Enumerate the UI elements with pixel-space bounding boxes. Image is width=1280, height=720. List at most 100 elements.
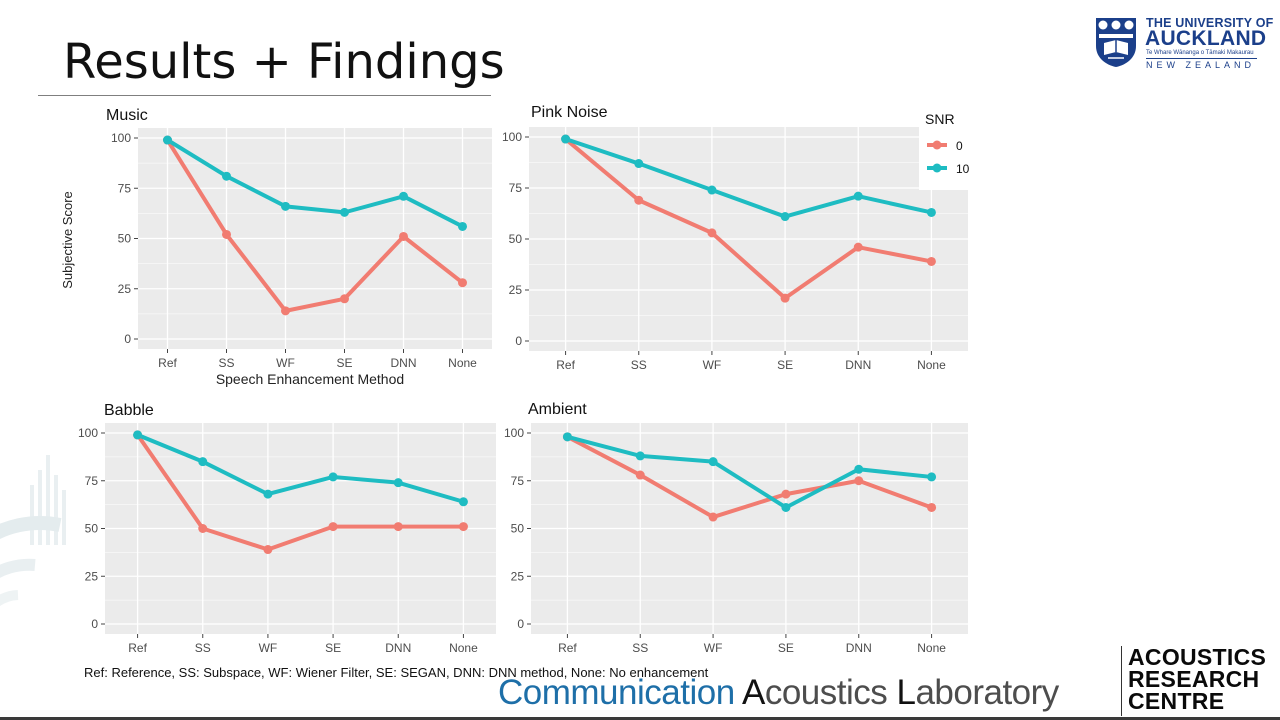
y-tick-label-pink-noise: 25 xyxy=(509,283,523,297)
data-point-snr-10-pink-noise xyxy=(634,159,644,169)
university-name-line2: AUCKLAND xyxy=(1145,27,1267,50)
y-tick-label-ambient: 0 xyxy=(517,617,524,631)
legend-title: SNR xyxy=(925,111,955,127)
plot-area-ambient xyxy=(531,423,968,634)
x-tick-label-music: SE xyxy=(336,356,352,370)
chart-title-ambient: Ambient xyxy=(528,401,587,418)
data-point-snr-10-music xyxy=(163,135,172,145)
series-line-snr-10-babble xyxy=(135,432,466,504)
chart-panel-babble: Babble 0 25 50 75 100 Ref SS WF SE DNN None xyxy=(78,402,496,655)
university-maori-name: Te Whare Wānanga o Tāmaki Makaurau xyxy=(1146,50,1254,56)
data-point-snr-10-ambient xyxy=(562,432,572,442)
data-point-snr-10-babble xyxy=(198,457,208,467)
x-tick-label-babble: Ref xyxy=(128,641,147,655)
lab-name-part3: coustics xyxy=(764,673,897,712)
y-tick-label-babble: 0 xyxy=(91,617,98,631)
y-tick-label-babble: 50 xyxy=(85,522,99,536)
data-point-snr-10-pink-noise xyxy=(926,207,936,217)
data-point-snr-0-pink-noise xyxy=(707,228,717,238)
y-tick-label-ambient: 75 xyxy=(511,474,525,488)
series-line-snr-0-babble xyxy=(135,432,466,552)
y-tick-label-pink-noise: 0 xyxy=(515,334,522,348)
x-tick-label-ambient: SS xyxy=(632,641,648,655)
abbreviation-footnote: Ref: Reference, SS: Subspace, WF: Wiener… xyxy=(84,665,709,680)
slide-title: Results + Findings xyxy=(63,34,505,90)
x-tick-label-music: None xyxy=(448,356,477,370)
data-point-snr-0-music xyxy=(399,231,408,241)
x-tick-label-ambient: Ref xyxy=(558,641,577,655)
data-point-snr-0-babble xyxy=(393,522,403,532)
data-point-snr-0-music xyxy=(281,306,290,316)
y-axis-label-music: Subjective Score xyxy=(60,191,75,289)
data-point-snr-10-babble xyxy=(328,472,338,482)
y-tick-label-pink-noise: 50 xyxy=(509,232,523,246)
x-tick-label-music: WF xyxy=(276,356,295,370)
university-crest-icon xyxy=(1096,18,1136,67)
x-tick-label-ambient: SE xyxy=(778,641,794,655)
data-point-snr-10-ambient xyxy=(708,457,718,467)
data-point-snr-0-music xyxy=(222,229,231,239)
x-tick-label-babble: WF xyxy=(259,641,278,655)
data-point-snr-0-pink-noise xyxy=(634,195,644,205)
y-tick-label-babble: 25 xyxy=(85,569,99,583)
legend-label-snr-10: 10 xyxy=(956,162,970,176)
centre-name-line3: CENTRE xyxy=(1128,688,1225,714)
data-point-snr-10-ambient xyxy=(781,502,791,512)
lab-name-part1: Communication xyxy=(498,673,742,712)
university-logo: THE UNIVERSITY OF AUCKLAND Te Whare Wāna… xyxy=(1094,14,1273,72)
data-point-snr-0-ambient xyxy=(781,489,791,499)
data-point-snr-10-babble xyxy=(393,478,403,488)
chart-panel-music: Music Subjective Score Speech Enhancemen… xyxy=(60,107,492,387)
x-tick-label-pink-noise: Ref xyxy=(556,358,575,372)
chart-title-pink-noise: Pink Noise xyxy=(531,104,608,121)
data-point-snr-10-pink-noise xyxy=(780,212,790,222)
data-point-snr-10-babble xyxy=(133,430,143,440)
title-divider xyxy=(38,95,491,96)
series-line-snr-10-pink-noise xyxy=(563,137,934,219)
x-tick-label-ambient: None xyxy=(917,641,946,655)
data-point-snr-0-babble xyxy=(263,545,273,555)
x-axis-label-music: Speech Enhancement Method xyxy=(216,371,404,387)
data-point-snr-10-pink-noise xyxy=(853,191,863,201)
data-point-snr-0-pink-noise xyxy=(853,242,863,252)
data-point-snr-0-ambient xyxy=(708,512,718,522)
y-tick-label-pink-noise: 75 xyxy=(509,181,523,195)
data-point-snr-0-babble xyxy=(458,522,468,532)
plot-area-pink-noise xyxy=(529,127,968,351)
lab-name-part4: L xyxy=(896,673,916,712)
university-country: NEW ZEALAND xyxy=(1146,60,1256,70)
x-tick-label-pink-noise: SE xyxy=(777,358,793,372)
chart-title-babble: Babble xyxy=(104,402,154,419)
data-point-snr-0-babble xyxy=(198,524,208,533)
y-tick-label-babble: 75 xyxy=(85,474,99,488)
data-point-snr-10-ambient xyxy=(927,472,937,482)
series-line-snr-0-music xyxy=(165,138,465,313)
data-point-snr-0-ambient xyxy=(635,470,645,480)
x-tick-label-babble: DNN xyxy=(385,641,411,655)
logo-divider xyxy=(1121,646,1122,716)
decorative-soundwave-graphic xyxy=(0,455,66,607)
data-point-snr-0-music xyxy=(458,278,467,288)
x-tick-label-babble: SS xyxy=(195,641,211,655)
x-tick-label-babble: SE xyxy=(325,641,341,655)
data-point-snr-0-pink-noise xyxy=(780,293,790,303)
x-tick-label-pink-noise: DNN xyxy=(845,358,871,372)
data-point-snr-10-ambient xyxy=(854,464,864,474)
data-point-snr-10-music xyxy=(340,207,349,217)
legend-label-snr-0: 0 xyxy=(956,139,963,153)
y-tick-label-ambient: 50 xyxy=(511,522,525,536)
y-tick-label-music: 25 xyxy=(118,282,132,296)
bottom-border xyxy=(0,717,1280,720)
data-point-snr-10-pink-noise xyxy=(561,134,571,144)
x-tick-label-pink-noise: None xyxy=(917,358,946,372)
lab-name-part2: A xyxy=(741,673,765,712)
plot-area-music xyxy=(138,128,492,349)
x-tick-label-music: SS xyxy=(218,356,234,370)
data-point-snr-0-pink-noise xyxy=(926,256,936,266)
communication-acoustics-laboratory-logo: Communication Acoustics Laboratory xyxy=(498,673,1059,713)
data-point-snr-10-music xyxy=(281,201,290,211)
chart-panel-ambient: Ambient 0 25 50 75 100 Ref SS WF SE DNN None xyxy=(504,401,968,655)
chart-title-music: Music xyxy=(106,107,148,124)
y-tick-label-babble: 100 xyxy=(78,426,98,440)
